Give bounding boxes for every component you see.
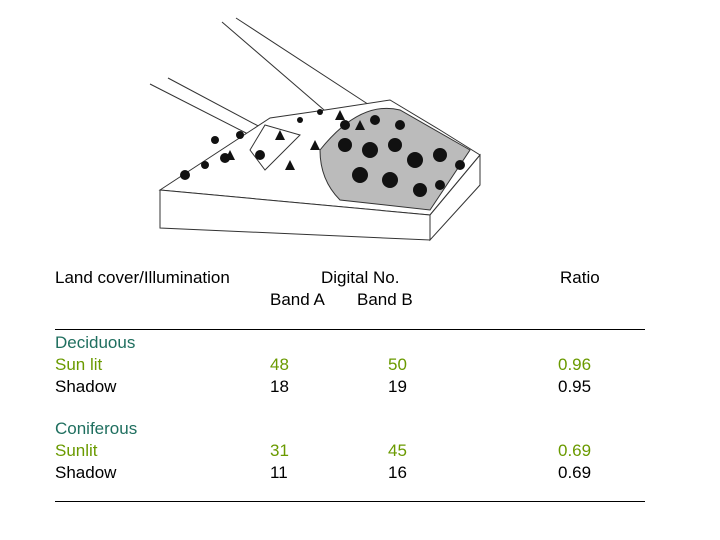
band-a-value: 11 [270,463,288,482]
ratio-value: 0.96 [558,355,592,374]
header-band-a: Band A [270,290,325,309]
ratio-value: 0.69 [558,441,592,460]
band-b-value: 45 [388,441,407,460]
band-a-value: 31 [270,441,289,460]
group-name: Coniferous [55,419,138,438]
row-label: Sunlit [55,441,98,460]
band-b-value: 50 [388,355,407,374]
row-label: Shadow [55,377,117,396]
ratio-value: 0.69 [558,463,592,482]
ratio-value: 0.95 [558,377,592,396]
bottom-rule [55,501,645,502]
band-a-value: 18 [270,377,289,396]
header-ratio: Ratio [560,268,600,287]
group-name: Deciduous [55,333,136,352]
terrain-illustration [149,17,481,242]
top-rule [55,329,645,330]
header-land-cover: Land cover/Illumination [55,268,230,287]
row-label: Sun lit [55,355,103,374]
band-a-value: 48 [270,355,289,374]
band-b-value: 19 [388,377,407,396]
header-band-b: Band B [357,290,413,309]
band-b-value: 16 [388,463,407,482]
row-label: Shadow [55,463,117,482]
header-digital-no: Digital No. [321,268,400,287]
